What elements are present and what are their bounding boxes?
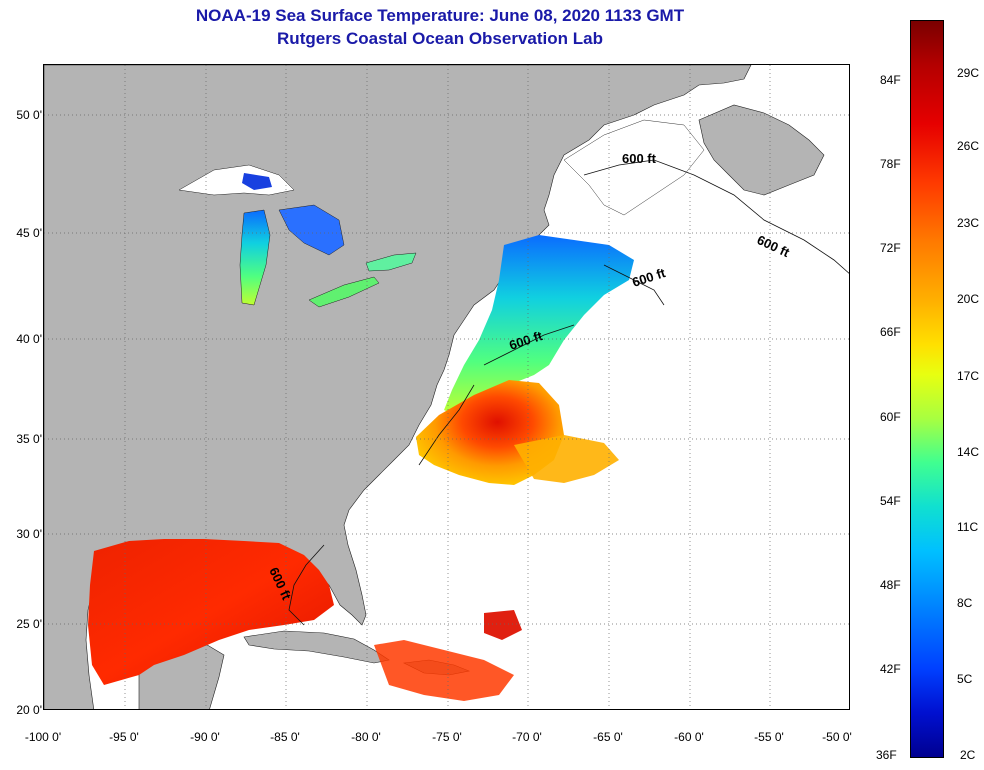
map-subtitle: Rutgers Coastal Ocean Observation Lab: [277, 29, 603, 48]
sst-caribbean-warm: [374, 640, 514, 701]
colorbar-label-5c: 5C: [957, 672, 973, 686]
lon-label-95: -95 0': [109, 730, 139, 744]
colorbar-label-72f: 72F: [880, 241, 901, 255]
lon-label-65: -65 0': [593, 730, 623, 744]
colorbar-label-11c: 11C: [957, 520, 979, 534]
lake-superior-cold: [242, 173, 272, 190]
colorbar-label-36f: 36F: [876, 748, 897, 762]
temperature-colorbar: [910, 20, 944, 758]
lat-label-25: 25 0': [16, 617, 42, 631]
colorbar-label-17c: 17C: [957, 369, 980, 383]
lake-huron: [278, 204, 345, 256]
lake-erie: [308, 276, 380, 308]
lon-label-60: -60 0': [674, 730, 704, 744]
cloud-gulf-st-lawrence: [563, 119, 705, 216]
lake-michigan: [239, 209, 271, 306]
lon-label-75: -75 0': [432, 730, 462, 744]
contour-600ft-lines: [288, 159, 849, 626]
colorbar-label-23c: 23C: [957, 216, 980, 230]
colorbar-label-29c: 29C: [957, 66, 980, 80]
lake-ontario: [365, 252, 417, 272]
colorbar-label-66f: 66F: [880, 325, 901, 339]
lon-label-50: -50 0': [822, 730, 852, 744]
sst-map-svg: 600 ft 600 ft 600 ft 600 ft 600 ft: [44, 65, 849, 709]
colorbar-label-54f: 54F: [880, 494, 901, 508]
lat-label-50: 50 0': [16, 108, 42, 122]
colorbar-label-14c: 14C: [957, 445, 980, 459]
colorbar-label-84f: 84F: [880, 73, 901, 87]
colorbar-label-78f: 78F: [880, 157, 901, 171]
colorbar-label-8c: 8C: [957, 596, 973, 610]
lon-label-80: -80 0': [351, 730, 381, 744]
lat-label-45: 45 0': [16, 226, 42, 240]
contour-label-1: 600 ft: [622, 151, 657, 166]
map-title: NOAA-19 Sea Surface Temperature: June 08…: [195, 6, 685, 25]
sst-gulf-of-mexico: [88, 539, 334, 685]
lat-label-40: 40 0': [16, 332, 42, 346]
graticule-grid: [44, 65, 849, 709]
colorbar-label-42f: 42F: [880, 662, 901, 676]
colorbar-label-48f: 48F: [880, 578, 901, 592]
sst-shelf-cold: [444, 235, 634, 415]
lon-label-100: -100 0': [24, 730, 62, 744]
lat-label-30: 30 0': [16, 527, 42, 541]
sst-eddy-south: [484, 610, 522, 640]
colorbar-label-20c: 20C: [957, 292, 980, 306]
colorbar-label-2c: 2C: [960, 748, 976, 762]
lon-label-55: -55 0': [754, 730, 784, 744]
lon-label-85: -85 0': [270, 730, 300, 744]
colorbar-label-60f: 60F: [880, 410, 901, 424]
sst-map: 600 ft 600 ft 600 ft 600 ft 600 ft: [43, 64, 850, 710]
sst-gulf-stream-eddies: [514, 435, 619, 483]
lon-label-90: -90 0': [190, 730, 220, 744]
lat-label-35: 35 0': [16, 432, 42, 446]
lat-label-20: 20 0': [16, 703, 42, 717]
lon-label-70: -70 0': [512, 730, 542, 744]
colorbar-label-26c: 26C: [957, 139, 980, 153]
